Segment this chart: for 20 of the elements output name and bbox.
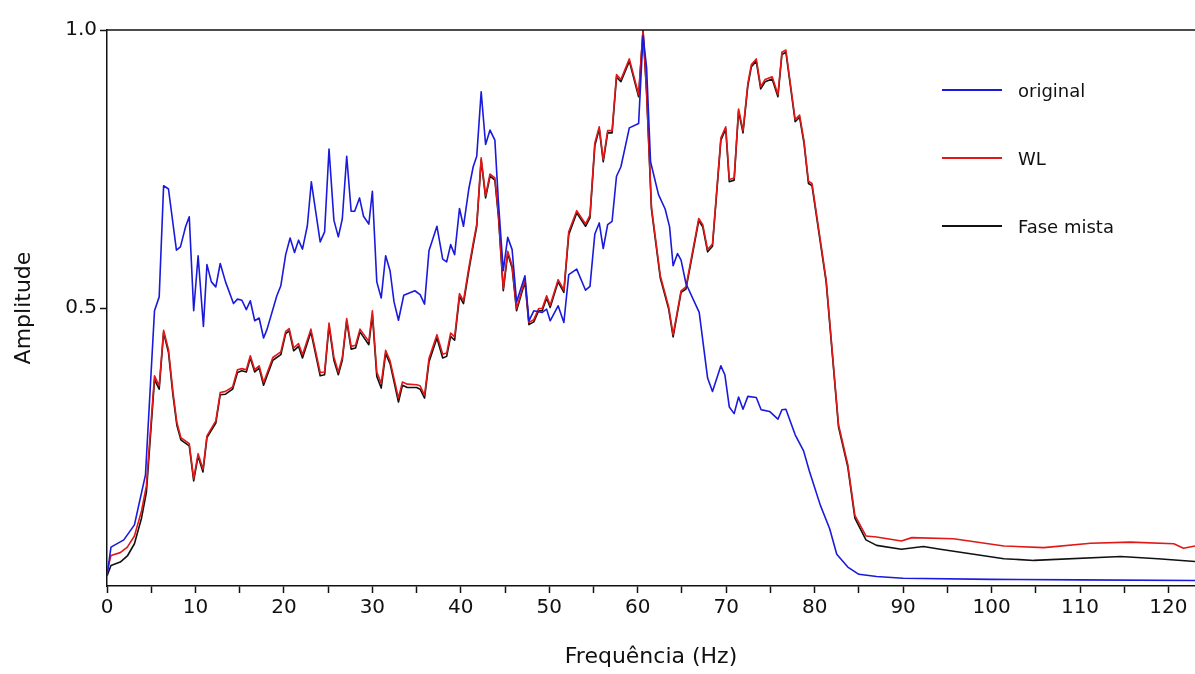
legend-label: WL xyxy=(1018,147,1046,169)
x-tick-label: 0 xyxy=(100,594,114,619)
y-tick-label: 0.5 xyxy=(65,294,97,319)
x-tick-label: 100 xyxy=(972,594,1011,619)
x-tick-label: 120 xyxy=(1149,594,1188,619)
x-tick-label: 90 xyxy=(890,594,916,619)
x-tick-label: 70 xyxy=(713,594,739,619)
x-tick-label: 80 xyxy=(801,594,828,619)
x-tick-label: 60 xyxy=(625,594,651,619)
x-tick-label: 50 xyxy=(536,594,562,619)
x-tick-label: 20 xyxy=(271,594,297,619)
legend-label: Fase mista xyxy=(1018,215,1114,237)
x-tick-label: 30 xyxy=(359,594,386,619)
legend-label: original xyxy=(1018,79,1086,101)
x-tick-label: 10 xyxy=(182,594,209,619)
y-axis-title: Amplitude xyxy=(9,251,35,365)
y-tick-label: 1.0 xyxy=(65,16,97,41)
x-tick-label: 110 xyxy=(1060,594,1100,619)
x-tick-label: 40 xyxy=(448,594,474,619)
x-axis-title: Frequência (Hz) xyxy=(564,642,738,668)
